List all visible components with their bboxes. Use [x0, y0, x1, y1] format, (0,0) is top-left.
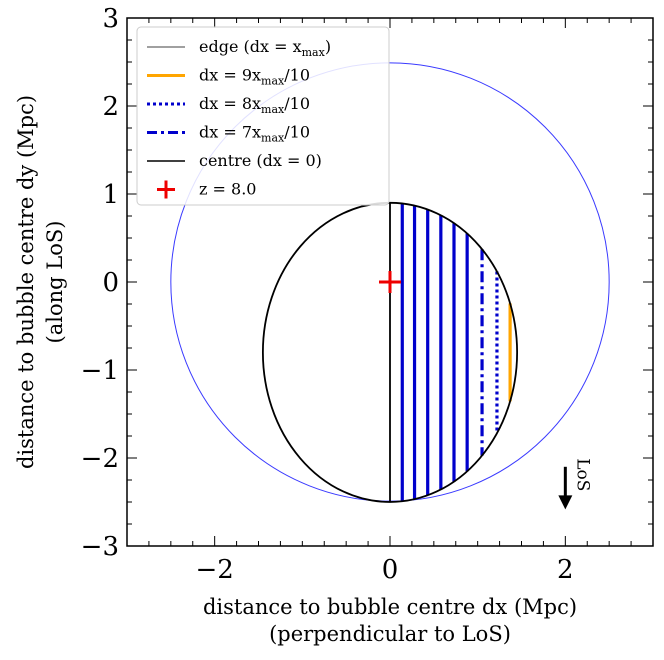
legend-entry-orange: dx = 9xmax/10: [147, 66, 310, 88]
y-tick-label: 3: [102, 4, 119, 34]
legend-label: dx = 7xmax/10: [199, 123, 310, 145]
y-tick-label: −1: [81, 356, 119, 386]
legend-label: dx = 9xmax/10: [199, 66, 310, 88]
x-axis-sublabel: (perpendicular to LoS): [269, 622, 511, 646]
legend-label: z = 8.0: [199, 180, 256, 199]
legend-label: centre (dx = 0): [199, 151, 322, 170]
legend-entry-marker: z = 8.0: [157, 180, 256, 199]
legend-entry-dashdot: dx = 7xmax/10: [147, 123, 310, 145]
y-axis-sublabel: (along LoS): [43, 221, 67, 344]
legend-label: edge (dx = xmax): [199, 37, 331, 59]
axis-titles: distance to bubble centre dx (Mpc) (perp…: [14, 95, 577, 646]
y-tick-label: 1: [102, 180, 119, 210]
legend-label: dx = 8xmax/10: [199, 94, 310, 116]
y-tick-label: −3: [81, 532, 119, 562]
plot-area: LoS: [170, 62, 610, 510]
legend-entry-centre: centre (dx = 0): [147, 151, 322, 170]
x-tick-label: −2: [196, 555, 234, 585]
legend-entry-edge: edge (dx = xmax): [147, 37, 331, 59]
axis-ticks: −2 0 2 −3 −2 −1 0 1 2 3: [81, 4, 654, 585]
legend-entry-dotted: dx = 8xmax/10: [147, 94, 310, 116]
legend: edge (dx = xmax) dx = 9xmax/10 dx = 8xmax/…: [136, 26, 390, 206]
y-tick-label: 0: [102, 268, 119, 298]
y-tick-label: −2: [81, 444, 119, 474]
y-tick-label: 2: [102, 92, 119, 122]
redshift-marker: [379, 271, 401, 293]
y-axis-label: distance to bubble centre dy (Mpc): [14, 95, 38, 469]
x-tick-label: 0: [382, 555, 399, 585]
legend-box: [136, 26, 390, 206]
x-axis-label: distance to bubble centre dx (Mpc): [203, 595, 577, 619]
los-label: LoS: [572, 458, 592, 491]
x-tick-label: 2: [557, 555, 574, 585]
los-arrow-head: [558, 495, 573, 510]
